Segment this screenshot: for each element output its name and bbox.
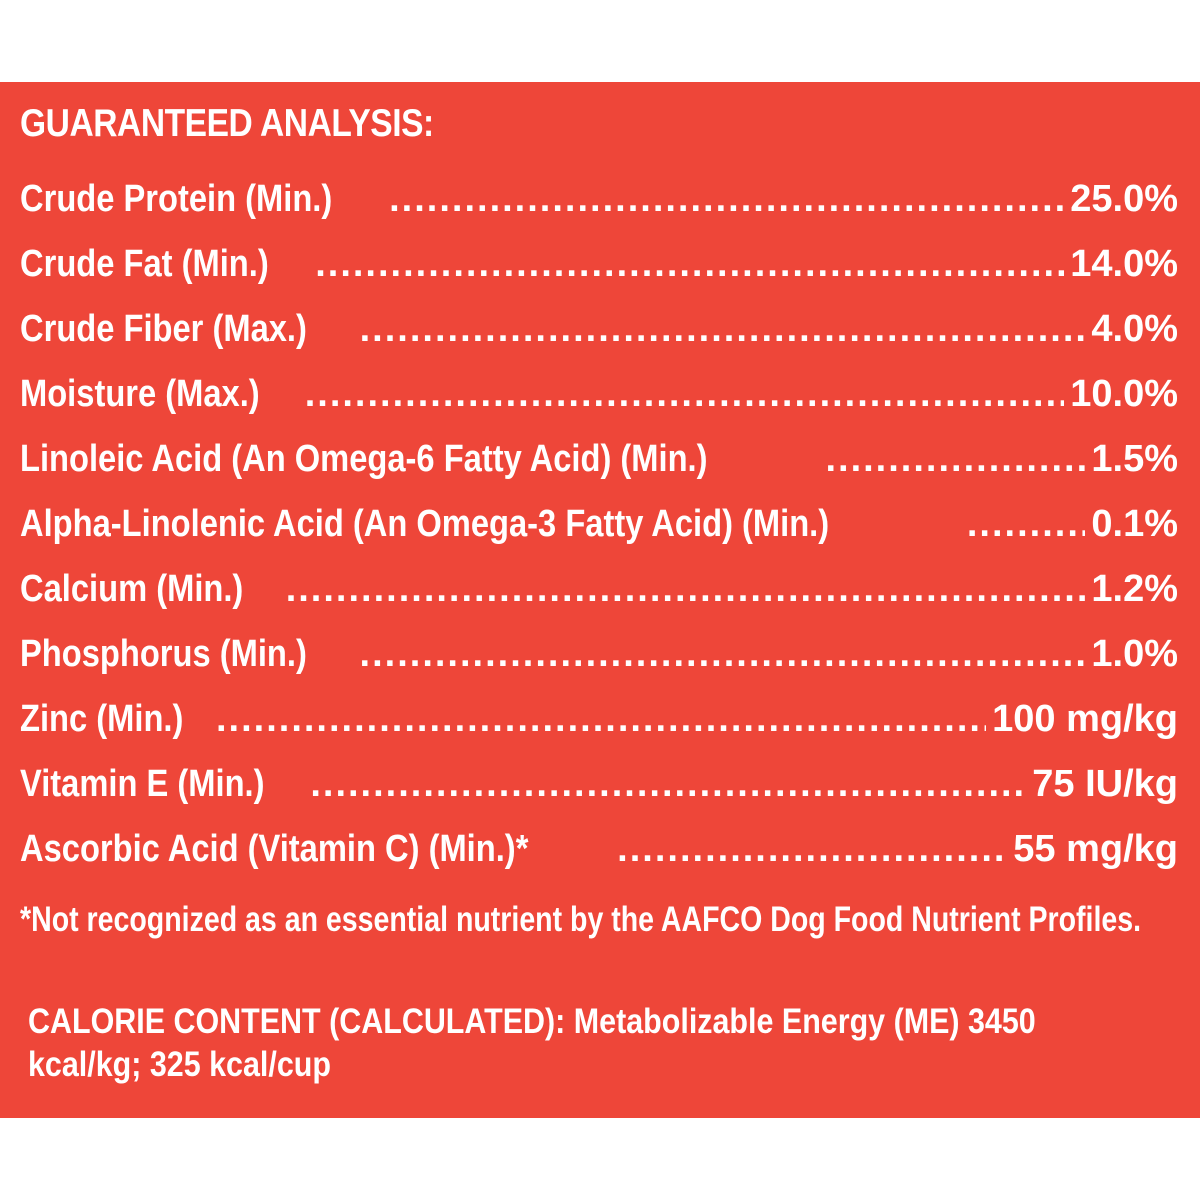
row-label: Crude Protein (Min.)	[20, 178, 333, 220]
dot-leader	[617, 817, 1007, 882]
dot-leader	[305, 362, 1065, 427]
analysis-rows: Crude Protein (Min.) 25.0% Crude Fat (Mi…	[20, 167, 1178, 882]
row-label: Alpha-Linolenic Acid (An Omega-3 Fatty A…	[20, 503, 830, 545]
dot-leader	[360, 297, 1086, 362]
row-label: Crude Fiber (Max.)	[20, 308, 307, 350]
row-value: 10.0%	[1070, 373, 1178, 415]
row-label: Vitamin E (Min.)	[20, 763, 265, 805]
row-value: 4.0%	[1091, 308, 1178, 350]
analysis-row-linoleic-acid: Linoleic Acid (An Omega-6 Fatty Acid) (M…	[20, 427, 1178, 492]
row-label: Zinc (Min.)	[20, 698, 184, 740]
analysis-row-alpha-linolenic-acid: Alpha-Linolenic Acid (An Omega-3 Fatty A…	[20, 492, 1178, 557]
row-value: 14.0%	[1070, 243, 1178, 285]
dot-leader	[825, 427, 1085, 492]
row-label: Moisture (Max.)	[20, 373, 260, 415]
row-value: 1.2%	[1091, 568, 1178, 610]
calorie-content: CALORIE CONTENT (CALCULATED): Metaboliza…	[28, 1002, 1036, 1084]
row-label: Linoleic Acid (An Omega-6 Fatty Acid) (M…	[20, 438, 708, 480]
analysis-row-vitamin-e: Vitamin E (Min.) 75 IU/kg	[20, 752, 1178, 817]
dot-leader	[315, 232, 1064, 297]
row-label: Crude Fat (Min.)	[20, 243, 269, 285]
dot-leader	[286, 557, 1086, 622]
aafco-footnote: *Not recognized as an essential nutrient…	[20, 900, 1142, 939]
dot-leader	[310, 752, 1026, 817]
analysis-row-crude-fat: Crude Fat (Min.) 14.0%	[20, 232, 1178, 297]
row-label: Phosphorus (Min.)	[20, 633, 307, 675]
row-value: 0.1%	[1091, 503, 1178, 545]
analysis-row-phosphorus: Phosphorus (Min.) 1.0%	[20, 622, 1178, 687]
analysis-row-calcium: Calcium (Min.) 1.2%	[20, 557, 1178, 622]
dot-leader	[967, 492, 1086, 557]
guaranteed-analysis-panel: GUARANTEED ANALYSIS: Crude Protein (Min.…	[0, 82, 1200, 1118]
row-label: Calcium (Min.)	[20, 568, 244, 610]
analysis-row-ascorbic-acid: Ascorbic Acid (Vitamin C) (Min.)* 55 mg/…	[20, 817, 1178, 882]
row-value: 1.5%	[1091, 438, 1178, 480]
analysis-row-zinc: Zinc (Min.) 100 mg/kg	[20, 687, 1178, 752]
dot-leader	[216, 687, 986, 752]
dot-leader	[389, 167, 1064, 232]
analysis-heading: GUARANTEED ANALYSIS:	[20, 102, 434, 145]
row-value: 100 mg/kg	[992, 698, 1178, 740]
row-value: 25.0%	[1070, 178, 1178, 220]
row-value: 1.0%	[1091, 633, 1178, 675]
dot-leader	[360, 622, 1086, 687]
analysis-row-moisture: Moisture (Max.) 10.0%	[20, 362, 1178, 427]
analysis-row-crude-fiber: Crude Fiber (Max.) 4.0%	[20, 297, 1178, 362]
row-value: 75 IU/kg	[1032, 763, 1178, 805]
row-label: Ascorbic Acid (Vitamin C) (Min.)*	[20, 828, 529, 870]
analysis-row-crude-protein: Crude Protein (Min.) 25.0%	[20, 167, 1178, 232]
row-value: 55 mg/kg	[1013, 828, 1178, 870]
